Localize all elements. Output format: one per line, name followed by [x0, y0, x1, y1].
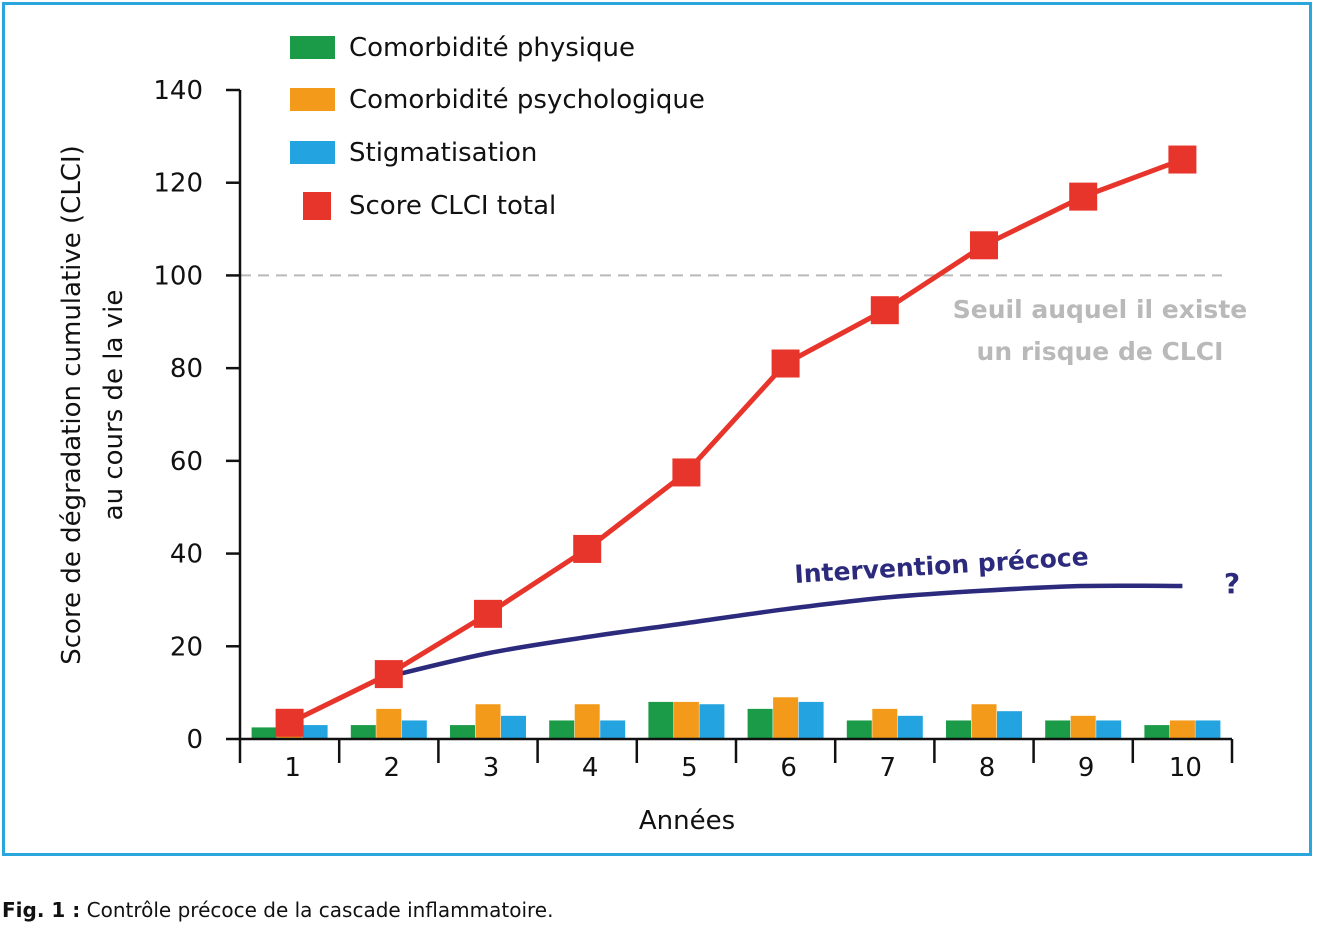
bar-2-year-2: [376, 708, 402, 739]
bar-2-year-10: [1169, 720, 1195, 739]
bar-1-year-4: [549, 720, 575, 739]
intervention-label: Intervention précoce: [794, 542, 1090, 589]
x-tick-label-3: 3: [483, 753, 500, 783]
bar-3-year-5: [699, 704, 725, 739]
threshold-label-line1: Seuil auquel il existe: [953, 295, 1247, 324]
bar-3-year-4: [600, 720, 626, 739]
x-tick-label-4: 4: [582, 753, 599, 783]
total-score-marker-year-5: [672, 458, 701, 487]
legend-swatch-2: [290, 88, 335, 111]
legend-label-3: Stigmatisation: [349, 138, 537, 168]
x-tick-label-8: 8: [979, 753, 996, 783]
y-tick-label-100: 100: [153, 261, 203, 291]
bar-3-year-10: [1195, 720, 1221, 739]
y-axis-title-line1: Score de dégradation cumulative (CLCI): [57, 145, 87, 665]
x-tick-label-10: 10: [1169, 753, 1202, 783]
x-axis-title: Années: [639, 806, 735, 836]
total-score-marker-year-3: [474, 599, 502, 628]
bar-1-year-10: [1144, 725, 1170, 739]
bar-1-year-1: [251, 727, 277, 739]
bar-3-year-8: [997, 711, 1022, 739]
bar-1-year-8: [946, 720, 971, 739]
x-tick-label-6: 6: [780, 753, 797, 783]
intervention-curve: [388, 583, 1183, 679]
y-tick-label-80: 80: [170, 354, 203, 384]
total-score-marker-year-4: [573, 534, 602, 563]
bar-3-year-9: [1096, 720, 1122, 739]
bar-1-year-2: [350, 725, 376, 739]
bar-2-year-7: [872, 708, 898, 739]
y-tick-label-120: 120: [153, 169, 203, 199]
intervention-question-mark: ?: [1224, 567, 1240, 600]
x-tick-label-9: 9: [1078, 753, 1095, 783]
bar-1-year-7: [846, 720, 872, 739]
x-tick-label-2: 2: [384, 753, 401, 783]
bar-1-year-3: [450, 725, 475, 739]
bar-1-year-5: [648, 701, 674, 739]
x-tick-label-5: 5: [681, 753, 698, 783]
y-tick-label-140: 140: [153, 76, 203, 106]
total-score-line: [288, 157, 1184, 726]
axes-layer: [226, 88, 1234, 763]
legend-swatch-1: [290, 36, 335, 59]
caption-text: Contrôle précoce de la cascade inflammat…: [80, 898, 554, 922]
x-tick-label-1: 1: [284, 753, 301, 783]
bar-2-year-6: [773, 697, 799, 739]
bar-1-year-9: [1045, 720, 1071, 739]
bars-layer: [251, 697, 1221, 739]
y-tick-label-40: 40: [170, 540, 203, 570]
bar-3-year-6: [798, 701, 824, 739]
y-axis-title-line2: au cours de la vie: [99, 290, 129, 521]
bar-2-year-8: [971, 704, 997, 739]
y-tick-label-0: 0: [186, 725, 203, 755]
total-score-marker-year-7: [870, 296, 899, 325]
total-score-marker-year-8: [970, 231, 998, 260]
x-tick-label-7: 7: [880, 753, 897, 783]
bar-2-year-4: [574, 704, 600, 739]
total-score-marker-year-2: [374, 660, 403, 689]
legend-label-2: Comorbidité psychologique: [349, 85, 705, 115]
bar-3-year-2: [401, 720, 427, 739]
bar-3-year-1: [302, 725, 328, 739]
y-tick-label-20: 20: [170, 632, 203, 662]
bar-3-year-7: [897, 715, 923, 739]
bar-2-year-9: [1070, 715, 1096, 739]
figure-caption: Fig. 1 : Contrôle précoce de la cascade …: [2, 898, 553, 922]
legend-label-1: Comorbidité physique: [349, 33, 635, 63]
legend-marker-total: [303, 192, 331, 220]
total-score-marker-year-1: [275, 708, 304, 737]
caption-label: Fig. 1 :: [2, 898, 81, 922]
bar-3-year-3: [501, 715, 526, 739]
total-score-marker-year-9: [1069, 182, 1098, 211]
legend-label-4: Score CLCI total: [349, 191, 556, 221]
threshold-label-line2: un risque de CLCI: [977, 337, 1224, 366]
chart: Seuil auquel il existe un risque de CLCI 0…: [57, 33, 1247, 836]
bar-2-year-5: [673, 701, 699, 739]
bar-1-year-6: [747, 708, 773, 739]
total-score-marker-year-6: [771, 349, 800, 378]
lines-layer: [275, 145, 1197, 737]
total-score-marker-year-10: [1168, 145, 1197, 174]
bar-2-year-3: [475, 704, 501, 739]
y-tick-label-60: 60: [170, 447, 203, 477]
legend: Comorbidité physique Comorbidité psycholo…: [290, 33, 705, 221]
legend-swatch-3: [290, 141, 335, 164]
